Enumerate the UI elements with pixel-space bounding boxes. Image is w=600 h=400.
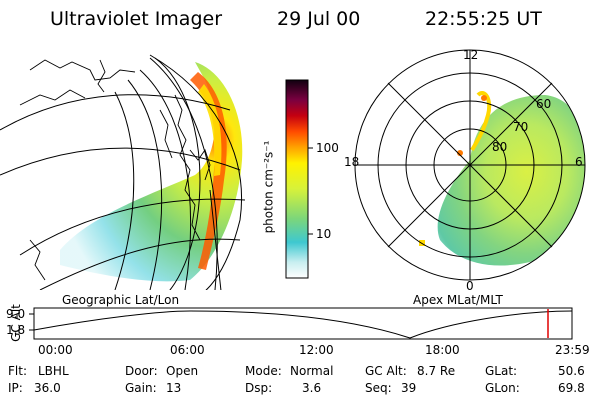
timeline-xtick-0600: 06:00 xyxy=(170,343,205,357)
timeline-xtick-1200: 12:00 xyxy=(299,343,334,357)
geographic-panel-label: Geographic Lat/Lon xyxy=(62,293,180,307)
filter-label: Flt: xyxy=(8,364,27,378)
door-value: Open xyxy=(166,364,199,378)
gcalt-value: 8.7 Re xyxy=(417,364,456,378)
colorbar-unit-label: photon cm⁻²s⁻¹ xyxy=(261,140,276,234)
gcalt-label: GC Alt: xyxy=(365,364,407,378)
mode-value: Normal xyxy=(290,364,334,378)
ip-label: IP: xyxy=(8,381,23,395)
aurora-emission-left xyxy=(60,62,243,282)
polar-plot xyxy=(354,49,586,281)
mode-label: Mode: xyxy=(245,364,282,378)
dsp-label: Dsp: xyxy=(245,381,273,395)
seq-value: 39 xyxy=(401,381,417,395)
lat-label-70: 70 xyxy=(513,120,529,134)
timeline-ytick-high: 9.0 xyxy=(6,307,26,321)
colorbar xyxy=(285,79,313,279)
mlt-label-0: 0 xyxy=(466,279,474,293)
colorbar-tick-10: 10 xyxy=(316,227,332,241)
glon-label: GLon: xyxy=(485,381,520,395)
door-label: Door: xyxy=(125,364,158,378)
aurora-emission-right xyxy=(437,95,585,266)
lat-label-80: 80 xyxy=(492,140,508,154)
seq-label: Seq: xyxy=(365,381,392,395)
apex-panel-label: Apex MLat/MLT xyxy=(413,293,503,307)
colorbar-gradient xyxy=(285,79,309,279)
timeline-ytick-low: 1.8 xyxy=(6,323,26,337)
image-date: 29 Jul 00 xyxy=(277,8,361,30)
timeline-xtick-0000: 00:00 xyxy=(38,343,73,357)
dsp-value: 3.6 xyxy=(302,381,322,395)
lat-label-60: 60 xyxy=(536,97,552,111)
glat-label: GLat: xyxy=(485,364,518,378)
altitude-curve xyxy=(33,310,573,339)
orbit-timeline xyxy=(29,307,573,340)
glat-value: 50.6 xyxy=(558,364,585,378)
timeline-xtick-1800: 18:00 xyxy=(425,343,460,357)
mlt-label-18: 18 xyxy=(344,155,360,169)
ip-value: 36.0 xyxy=(34,381,61,395)
filter-value: LBHL xyxy=(38,364,69,378)
gain-label: Gain: xyxy=(125,381,157,395)
image-time: 22:55:25 UT xyxy=(425,8,542,30)
colorbar-tick-100: 100 xyxy=(316,141,339,155)
timeline-frame xyxy=(33,307,573,340)
gain-value: 13 xyxy=(166,381,182,395)
coastlines xyxy=(19,59,211,281)
glon-value: 69.8 xyxy=(558,381,585,395)
geographic-map xyxy=(0,54,246,290)
mlt-label-12: 12 xyxy=(463,48,479,62)
instrument-title: Ultraviolet Imager xyxy=(50,8,223,30)
mlt-label-6: 6 xyxy=(575,155,583,169)
timeline-xtick-2359: 23:59 xyxy=(555,343,590,357)
